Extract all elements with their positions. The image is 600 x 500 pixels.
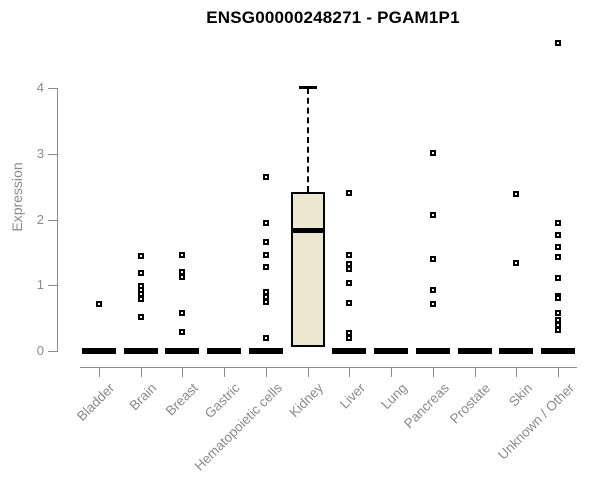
outlier-point xyxy=(137,296,144,303)
collapsed-box-bar xyxy=(415,348,450,354)
outlier-point xyxy=(262,288,269,295)
collapsed-box-bar xyxy=(374,348,409,354)
outlier-point xyxy=(346,300,353,306)
upper-whisker xyxy=(306,88,309,192)
x-axis-tick xyxy=(349,367,351,377)
upper-whisker-cap xyxy=(298,86,317,89)
y-tick-label: 3 xyxy=(36,145,44,161)
x-axis-tick xyxy=(307,367,309,377)
chart-title: ENSG00000248271 - PGAM1P1 xyxy=(206,8,460,27)
outlier-point xyxy=(346,252,353,258)
collapsed-box-bar xyxy=(541,348,576,354)
x-axis-tick xyxy=(140,367,142,377)
outlier-point xyxy=(346,280,353,287)
y-axis-tick xyxy=(48,285,57,287)
x-category-label: Kidney xyxy=(286,380,327,421)
x-category-label: Prostate xyxy=(447,380,494,427)
outlier-point xyxy=(346,190,353,197)
outlier-point xyxy=(555,326,562,333)
x-axis-tick xyxy=(224,367,226,377)
y-axis-tick xyxy=(48,88,57,89)
x-category-label: Gastric xyxy=(202,380,244,422)
y-axis-tick xyxy=(48,153,57,155)
outlier-point xyxy=(137,253,144,260)
outlier-point xyxy=(262,238,269,245)
x-axis-tick xyxy=(432,367,434,377)
outlier-point xyxy=(262,299,269,306)
collapsed-box-bar xyxy=(165,348,200,354)
x-category-label: Unknown / Other xyxy=(494,380,577,463)
outlier-point xyxy=(429,211,436,218)
collapsed-box-bar xyxy=(332,348,367,354)
outlier-point xyxy=(555,253,562,260)
x-category-label: Skin xyxy=(506,380,536,410)
outlier-point xyxy=(555,309,562,316)
outlier-point xyxy=(429,150,436,157)
y-axis-tick xyxy=(48,351,57,352)
y-tick-label: 1 xyxy=(36,277,44,293)
outlier-point xyxy=(555,244,562,251)
outlier-point xyxy=(346,265,353,272)
outlier-point xyxy=(262,252,269,258)
outlier-point xyxy=(346,334,353,341)
x-axis-tick xyxy=(516,367,518,377)
outlier-point xyxy=(513,190,520,197)
median-line xyxy=(290,228,325,234)
outlier-point xyxy=(137,313,144,320)
outlier-point xyxy=(262,334,269,341)
outlier-point xyxy=(555,275,562,282)
outlier-point xyxy=(555,321,562,328)
outlier-point xyxy=(262,173,269,180)
collapsed-box-bar xyxy=(248,348,283,354)
box xyxy=(290,191,325,348)
x-axis-tick xyxy=(391,367,393,377)
outlier-point xyxy=(262,219,269,226)
outlier-point xyxy=(179,328,186,335)
x-category-label: Lung xyxy=(378,380,411,413)
x-category-label: Pancreas xyxy=(400,380,452,432)
outlier-point xyxy=(429,255,436,262)
x-axis-tick xyxy=(182,367,184,377)
outlier-point xyxy=(555,40,562,47)
collapsed-box-bar xyxy=(207,348,242,354)
outlier-point xyxy=(513,259,520,266)
y-axis-tick xyxy=(48,219,57,221)
y-axis-line xyxy=(57,88,58,352)
x-axis-tick xyxy=(558,367,560,377)
outlier-point xyxy=(262,294,269,301)
outlier-point xyxy=(555,295,562,302)
x-axis-tick xyxy=(99,367,100,377)
x-axis-tick xyxy=(265,367,267,377)
x-category-label: Brain xyxy=(126,380,160,414)
collapsed-box-bar xyxy=(82,348,116,354)
collapsed-box-bar xyxy=(457,348,492,354)
outlier-point xyxy=(555,232,562,239)
outlier-point xyxy=(262,263,269,270)
y-tick-label: 2 xyxy=(36,211,44,227)
x-category-label: Bladder xyxy=(74,380,118,424)
outlier-point xyxy=(429,286,436,293)
outlier-point xyxy=(179,273,186,280)
x-category-label: Breast xyxy=(163,380,202,419)
x-axis-line xyxy=(80,367,577,368)
outlier-point xyxy=(429,301,436,308)
outlier-point xyxy=(137,269,144,276)
x-category-label: Liver xyxy=(336,380,369,412)
outlier-point xyxy=(555,219,562,226)
y-tick-label: 0 xyxy=(36,343,44,358)
y-tick-label: 4 xyxy=(36,80,44,95)
outlier-point xyxy=(96,300,102,307)
collapsed-box-bar xyxy=(123,348,158,354)
collapsed-box-bar xyxy=(499,348,534,354)
outlier-point xyxy=(137,290,144,297)
x-axis-tick xyxy=(474,367,476,377)
outlier-point xyxy=(179,252,186,258)
outlier-point xyxy=(179,309,186,316)
